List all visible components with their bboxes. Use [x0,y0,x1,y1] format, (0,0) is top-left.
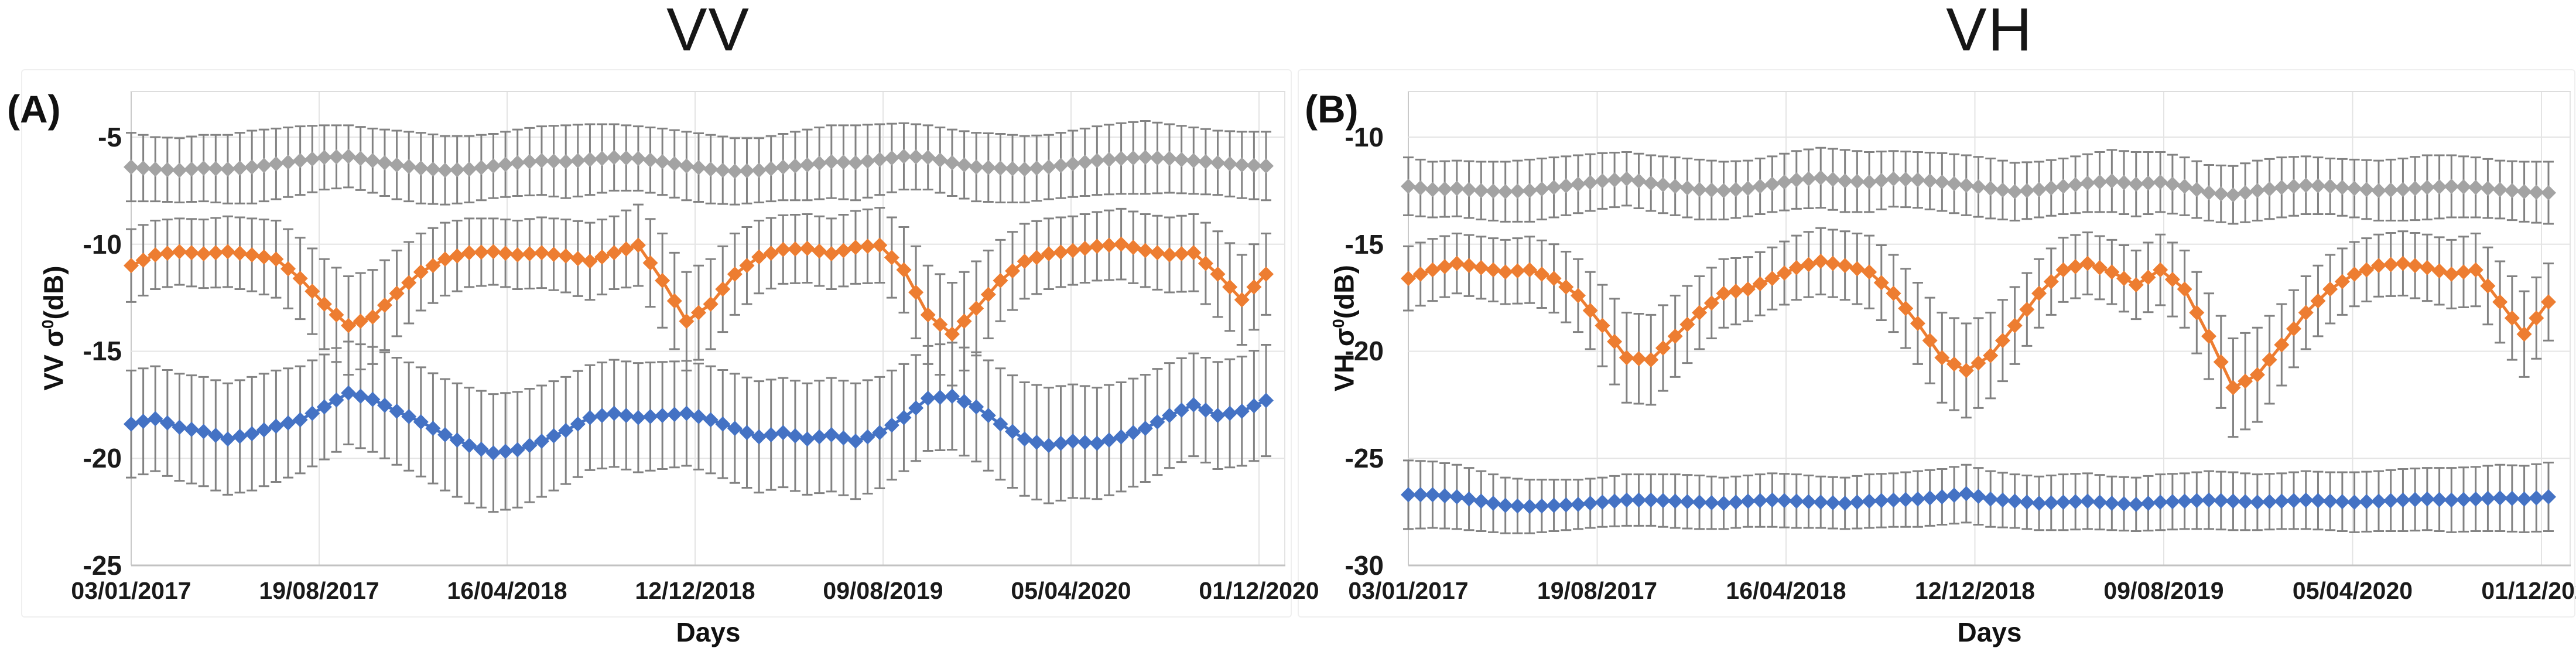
error-bars-orange [126,203,1271,387]
x-tick-label: 16/04/2018 [1726,577,1846,604]
chart-title-vv: VV [666,0,750,64]
series-gray [1401,146,2556,225]
x-tick-label: 05/04/2020 [1011,577,1131,604]
y-tick-label: -20 [1345,336,1384,367]
x-axis-title-vv: Days [676,617,741,647]
panel-label-b: (B) [1305,87,1359,131]
sigma-superscript-vh: 0 [1329,319,1347,328]
y-tick-label: -25 [83,550,122,581]
x-tick-label: 16/04/2018 [447,577,567,604]
x-tick-label: 09/08/2019 [2103,577,2224,604]
series-blue [124,340,1274,513]
y-tick-label: -10 [83,229,122,260]
series-orange [1401,227,2556,438]
x-tick-label: 05/04/2020 [2292,577,2413,604]
x-tick-label: 01/12/2020 [2481,577,2576,604]
series-gray [124,120,1274,206]
y-axis-title-vh-unit: (dB) [1329,265,1360,319]
x-tick-label: 19/08/2017 [259,577,379,604]
y-axis-title-vv-unit: (dB) [38,265,69,320]
x-tick-label: 03/01/2017 [71,577,191,604]
y-tick-label: -15 [1345,229,1384,260]
error-bars-blue [126,340,1271,513]
sigma-superscript-vv: 0 [39,319,57,329]
y-axis-title-vh: VH σ0(dB) [1315,91,1362,565]
y-tick-label: -15 [83,336,122,367]
vh-plot-area [1401,91,2571,567]
x-tick-label: 09/08/2019 [823,577,943,604]
series-markers-gray [1401,170,2556,203]
x-tick-label: 03/01/2017 [1348,577,1469,604]
x-axis-title-vh: Days [1957,617,2022,647]
vv-plot-area [124,91,1285,567]
x-tick-label: 12/12/2018 [1914,577,2036,604]
y-axis-title-vv: VV σ0(dB) [25,91,71,565]
series-markers-blue [124,385,1274,461]
x-tick-label: 12/12/2018 [635,577,755,604]
y-tick-label: -10 [1345,121,1384,152]
x-tick-label: 19/08/2017 [1537,577,1658,604]
chart-frame-vh [1298,69,2575,618]
series-markers-orange [124,236,1274,342]
error-bars-orange [1403,227,2554,438]
y-tick-label: -30 [1345,550,1384,581]
panel-label-a: (A) [7,87,61,131]
series-blue [1401,459,2556,534]
series-markers-orange [1401,253,2556,395]
y-tick-label: -20 [83,443,122,474]
series-markers-blue [1401,486,2556,514]
y-tick-label: -5 [98,121,122,152]
x-tick-label: 01/12/2020 [1199,577,1319,604]
series-markers-gray [124,148,1274,179]
series-orange [124,203,1274,387]
y-tick-label: -25 [1345,443,1384,474]
chart-title-vh: VH [1946,0,2033,64]
chart-frame-vv [21,69,1292,618]
